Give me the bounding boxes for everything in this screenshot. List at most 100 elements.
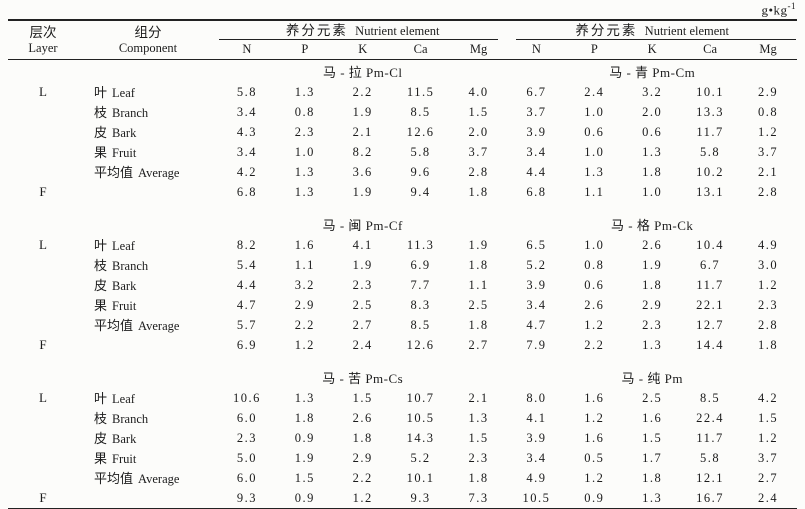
table-row: 皮 Bark 2.3 0.9 1.8 14.3 1.5 3.9 1.6 1.5 11.7 1.2 bbox=[8, 428, 797, 448]
layer-cell bbox=[8, 102, 78, 122]
header-layer-zh: 层次 bbox=[29, 25, 57, 41]
component-cell: 果 Fruit bbox=[78, 448, 218, 468]
table-row: 果 Fruit 5.0 1.9 2.9 5.2 2.3 3.4 0.5 1.7 5.8 3.7 bbox=[8, 448, 797, 468]
value-cell: 10.1 bbox=[696, 84, 725, 99]
value-cell: 1.2 bbox=[584, 470, 605, 485]
table-row: 枝 Branch 5.4 1.1 1.9 6.9 1.8 5.2 0.8 1.9 6.7 3.0 bbox=[8, 255, 797, 275]
value-cell: 6.7 bbox=[526, 84, 547, 99]
value-cell: 2.2 bbox=[352, 470, 373, 485]
value-cell: 1.8 bbox=[642, 470, 663, 485]
value-cell: 1.1 bbox=[294, 257, 315, 272]
section-title-right: 马 - 青 Pm-Cm bbox=[609, 64, 696, 80]
header-layer: 层次 Layer bbox=[8, 20, 78, 60]
value-cell: 2.8 bbox=[757, 184, 779, 199]
value-cell: 9.3 bbox=[236, 490, 257, 505]
value-cell: 1.3 bbox=[642, 337, 663, 352]
value-cell: 2.2 bbox=[584, 337, 605, 352]
value-cell: 1.3 bbox=[642, 490, 663, 505]
value-cell: 1.9 bbox=[468, 237, 489, 252]
value-cell: 2.7 bbox=[352, 317, 373, 332]
header-group-1-zh: 养分元素 bbox=[285, 22, 348, 38]
value-cell: 1.0 bbox=[584, 104, 605, 119]
value-cell: 4.1 bbox=[352, 237, 373, 252]
value-cell: 2.6 bbox=[642, 237, 663, 252]
value-cell: 1.0 bbox=[584, 144, 605, 159]
component-label-en: Branch bbox=[112, 259, 149, 273]
value-cell: 1.9 bbox=[642, 257, 663, 272]
value-cell: 2.1 bbox=[468, 390, 489, 405]
value-cell: 2.3 bbox=[352, 277, 373, 292]
value-cell: 1.5 bbox=[642, 430, 663, 445]
table-row: 枝 Branch 6.0 1.8 2.6 10.5 1.3 4.1 1.2 1.6 22.4 1.5 bbox=[8, 408, 797, 428]
value-cell: 4.0 bbox=[468, 84, 489, 99]
layer-cell: L bbox=[39, 84, 47, 99]
value-cell: 3.4 bbox=[236, 144, 257, 159]
header-component-zh: 组分 bbox=[134, 25, 162, 41]
value-cell: 1.0 bbox=[642, 184, 663, 199]
value-cell: 14.3 bbox=[406, 430, 435, 445]
value-cell: 1.2 bbox=[757, 124, 779, 139]
value-cell: 12.6 bbox=[406, 124, 435, 139]
layer-cell: F bbox=[39, 490, 47, 505]
header-col-k-2: K bbox=[623, 40, 682, 60]
component-label-zh: 皮 bbox=[94, 431, 108, 446]
component-label-en: Fruit bbox=[112, 146, 137, 160]
value-cell: 3.9 bbox=[526, 430, 547, 445]
layer-cell bbox=[8, 468, 78, 488]
component-label-zh: 皮 bbox=[94, 125, 108, 140]
component-cell bbox=[78, 488, 218, 509]
table-row: L 叶 Leaf 10.6 1.3 1.5 10.7 2.1 8.0 1.6 2.5 8.5 4.2 bbox=[8, 388, 797, 408]
value-cell: 10.2 bbox=[696, 164, 725, 179]
table-row: 果 Fruit 3.4 1.0 8.2 5.8 3.7 3.4 1.0 1.3 5.8 3.7 bbox=[8, 142, 797, 162]
value-cell: 1.2 bbox=[757, 277, 779, 292]
value-cell: 9.3 bbox=[410, 490, 431, 505]
table-row: F 9.3 0.9 1.2 9.3 7.3 10.5 0.9 1.3 16.7 2.4 bbox=[8, 488, 797, 509]
value-cell: 1.9 bbox=[294, 450, 315, 465]
value-cell: 2.3 bbox=[642, 317, 663, 332]
value-cell: 5.0 bbox=[236, 450, 257, 465]
unit-exponent: -1 bbox=[787, 1, 796, 11]
value-cell: 11.7 bbox=[696, 124, 724, 139]
component-label-zh: 枝 bbox=[94, 411, 108, 426]
section-title-lead-cell bbox=[8, 213, 218, 235]
value-cell: 1.8 bbox=[642, 164, 663, 179]
table-row: F 6.9 1.2 2.4 12.6 2.7 7.9 2.2 1.3 14.4 1.8 bbox=[8, 335, 797, 355]
value-cell: 2.3 bbox=[236, 430, 257, 445]
table-row: L 叶 Leaf 8.2 1.6 4.1 11.3 1.9 6.5 1.0 2.6 10.4 4.9 bbox=[8, 235, 797, 255]
header-col-ca-2: Ca bbox=[681, 40, 740, 60]
value-cell: 3.4 bbox=[526, 144, 547, 159]
table-row: F 6.8 1.3 1.9 9.4 1.8 6.8 1.1 1.0 13.1 2.8 bbox=[8, 182, 797, 202]
value-cell: 1.3 bbox=[294, 184, 315, 199]
value-cell: 8.5 bbox=[410, 317, 431, 332]
value-cell: 6.5 bbox=[526, 237, 547, 252]
value-cell: 4.2 bbox=[236, 164, 257, 179]
layer-cell bbox=[8, 122, 78, 142]
spacer-cell bbox=[8, 202, 797, 213]
value-cell: 2.3 bbox=[468, 450, 489, 465]
value-cell: 1.8 bbox=[468, 317, 489, 332]
value-cell: 7.3 bbox=[468, 490, 489, 505]
component-cell: 平均值 Average bbox=[78, 315, 218, 335]
value-cell: 6.8 bbox=[236, 184, 257, 199]
component-cell: 果 Fruit bbox=[78, 295, 218, 315]
value-cell: 3.7 bbox=[757, 450, 779, 465]
value-cell: 1.2 bbox=[584, 410, 605, 425]
value-cell: 1.8 bbox=[294, 410, 315, 425]
component-label-en: Leaf bbox=[112, 239, 135, 253]
value-cell: 1.7 bbox=[642, 450, 663, 465]
value-cell: 1.9 bbox=[352, 257, 373, 272]
value-cell: 1.3 bbox=[642, 144, 663, 159]
value-cell: 8.5 bbox=[410, 104, 431, 119]
value-cell: 12.1 bbox=[696, 470, 725, 485]
component-label-zh: 果 bbox=[94, 298, 108, 313]
table-body: 马 - 拉 Pm-Cl 马 - 青 Pm-Cm L 叶 Leaf 5.8 1.3 2.2 11.… bbox=[8, 60, 797, 509]
value-cell: 7.7 bbox=[410, 277, 431, 292]
header-col-mg-1: Mg bbox=[449, 40, 508, 60]
section-title-left: 马 - 拉 Pm-Cl bbox=[322, 64, 403, 80]
value-cell: 0.9 bbox=[584, 490, 605, 505]
value-cell: 5.2 bbox=[526, 257, 547, 272]
component-cell: 叶 Leaf bbox=[78, 235, 218, 255]
value-cell: 10.5 bbox=[406, 410, 435, 425]
section-title-right: 马 - 格 Pm-Ck bbox=[611, 217, 694, 233]
